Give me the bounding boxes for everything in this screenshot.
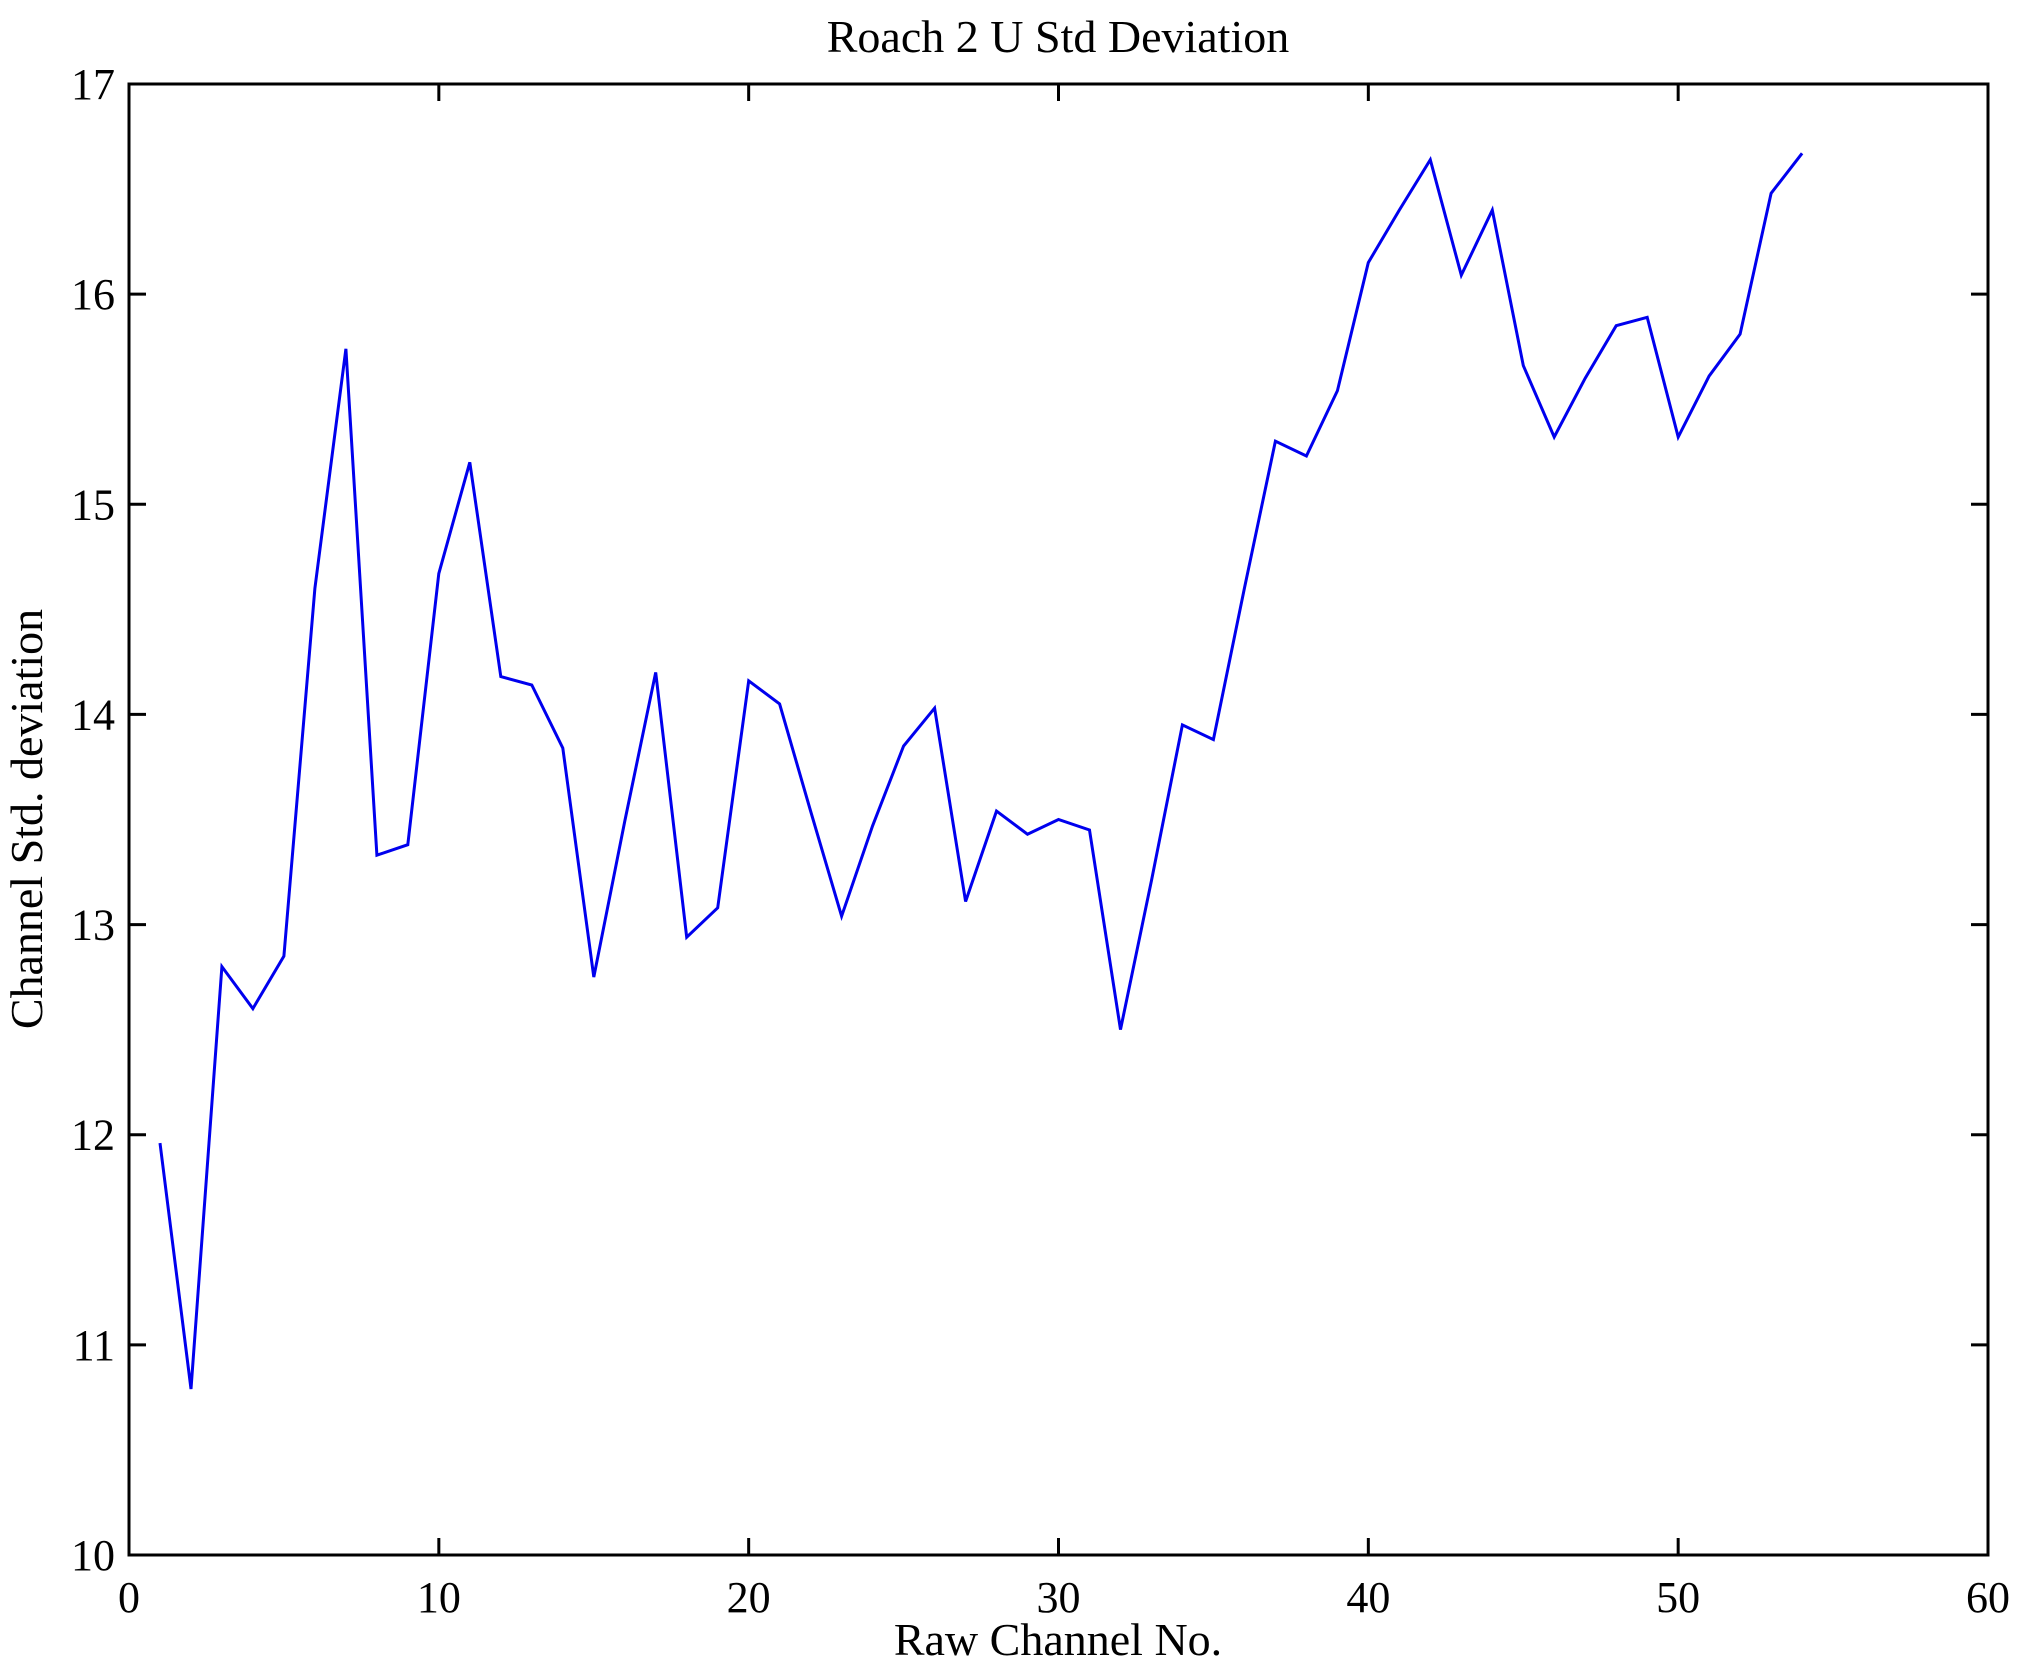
y-tick-label: 17	[71, 60, 115, 109]
series-line	[158, 152, 1804, 1390]
x-tick-label: 40	[1346, 1573, 1390, 1622]
y-axis-label: Channel Std. deviation	[1, 609, 52, 1029]
y-tick-label: 15	[71, 480, 115, 529]
x-tick-label: 60	[1966, 1573, 2010, 1622]
x-tick-label: 30	[1037, 1573, 1081, 1622]
chart-title: Roach 2 U Std Deviation	[827, 11, 1290, 62]
y-tick-label: 16	[71, 270, 115, 319]
x-tick-label: 50	[1656, 1573, 1700, 1622]
x-tick-label: 10	[417, 1573, 461, 1622]
y-tick-label: 10	[71, 1531, 115, 1580]
y-tick-label: 14	[71, 690, 115, 739]
x-axis-label: Raw Channel No.	[894, 1614, 1222, 1665]
y-tick-label: 12	[71, 1111, 115, 1160]
y-tick-label: 11	[73, 1321, 115, 1370]
x-tick-label: 20	[727, 1573, 771, 1622]
x-tick-label: 0	[118, 1573, 140, 1622]
y-tick-label: 13	[71, 901, 115, 950]
